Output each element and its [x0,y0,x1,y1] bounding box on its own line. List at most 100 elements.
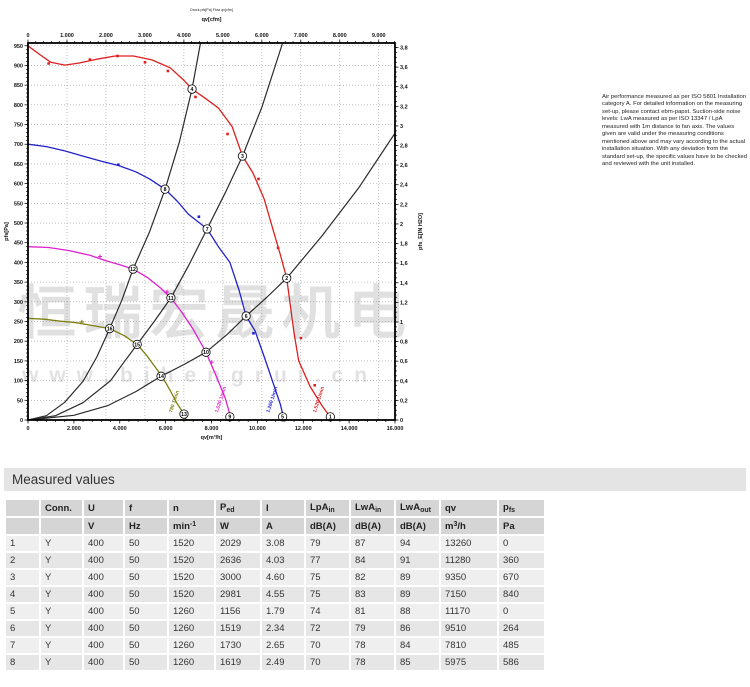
svg-text:14: 14 [158,374,164,380]
svg-text:700: 700 [14,142,23,148]
svg-text:7: 7 [206,227,209,233]
table-cell: 50 [125,638,167,653]
table-cell: 5975 [441,655,497,670]
table-header-cell: V [84,518,123,534]
table-cell: 78 [351,655,394,670]
table-cell: Y [41,604,82,619]
svg-text:1.260 1/min: 1.260 1/min [265,386,279,414]
table-cell: Y [41,638,82,653]
svg-text:4: 4 [191,87,194,93]
svg-text:5.000: 5.000 [216,33,230,39]
table-cell: 2.49 [262,655,304,670]
table-header-cell: LwAin [351,500,394,516]
svg-text:0,2: 0,2 [400,398,408,404]
table-row: 3 Y 400 50 1520 3000 4.60 75 82 89 9350 670 [6,570,544,585]
table-body: 1 Y 400 50 1520 2029 3.08 79 87 94 13260 0 2 Y 400 50 15… [6,536,544,670]
svg-text:900: 900 [14,63,23,69]
table-cell: 400 [84,638,123,653]
table-cell: 2981 [216,587,260,602]
table-cell: 1260 [169,621,214,636]
table-cell: 11170 [441,604,497,619]
table-cell: 3 [6,570,39,585]
table-cell: 1 [6,536,39,551]
table-header-cell: f [125,500,167,516]
system-curves [27,42,396,421]
svg-text:50: 50 [17,398,23,404]
table-cell: 1520 [169,536,214,551]
table-cell: 88 [396,604,439,619]
table-cell: 400 [84,621,123,636]
svg-text:600: 600 [14,182,23,188]
svg-text:1: 1 [329,415,332,421]
svg-text:qv[cfm]: qv[cfm] [202,17,222,23]
table-header-cell: U [84,500,123,516]
table-cell: 50 [125,587,167,602]
table-header-cell: min-1 [169,518,214,534]
table-header-cell: Pa [499,518,544,534]
table-cell: 50 [125,536,167,551]
svg-text:3,2: 3,2 [400,104,408,110]
measured-values-bar: Measured values [4,468,746,491]
table-cell: 400 [84,536,123,551]
svg-text:850: 850 [14,83,23,89]
svg-text:0: 0 [26,33,29,39]
measurement-note: Air performance measured as per ISO 5801… [602,94,748,167]
table-cell: 13260 [441,536,497,551]
table-cell: 91 [396,553,439,568]
svg-text:100: 100 [14,379,23,385]
table-cell: 400 [84,604,123,619]
svg-text:1.000: 1.000 [60,33,74,39]
svg-text:650: 650 [14,162,23,168]
table-cell: 485 [499,638,544,653]
svg-text:6.000: 6.000 [159,426,173,432]
svg-text:2,2: 2,2 [400,202,408,208]
svg-text:Druck pfs[Pa] Flow qv[cfm]: Druck pfs[Pa] Flow qv[cfm] [190,8,233,12]
table-cell: 79 [306,536,349,551]
svg-text:0,6: 0,6 [400,359,408,365]
table-cell: 1260 [169,655,214,670]
svg-text:6.000: 6.000 [255,33,269,39]
fan-curves [27,45,333,421]
svg-text:790 1/min: 790 1/min [168,390,181,414]
table-cell: 50 [125,655,167,670]
svg-text:8: 8 [164,187,167,193]
table-row: 4 Y 400 50 1520 2981 4.55 75 83 89 7150 840 [6,587,544,602]
table-header-cell: Ped [216,500,260,516]
table-cell: 400 [84,553,123,568]
table-cell: 50 [125,604,167,619]
table-header-cell: Conn. [41,500,82,516]
svg-text:0,4: 0,4 [400,379,409,385]
svg-text:10.000: 10.000 [249,426,266,432]
table-row: 8 Y 400 50 1260 1619 2.49 70 78 85 5975 586 [6,655,544,670]
svg-text:3: 3 [241,154,244,160]
table-header-cell [6,500,39,516]
svg-text:2: 2 [400,222,403,228]
table-cell: 70 [306,638,349,653]
svg-text:0: 0 [26,426,29,432]
table-header-cell: I [262,500,304,516]
table-cell: 84 [396,638,439,653]
table-cell: 1520 [169,553,214,568]
table-cell: 75 [306,587,349,602]
svg-text:3: 3 [400,124,403,130]
svg-text:0: 0 [400,418,403,424]
table-cell: 81 [351,604,394,619]
table-cell: 2.34 [262,621,304,636]
table-cell: Y [41,570,82,585]
table-cell: 4 [6,587,39,602]
table-cell: 360 [499,553,544,568]
table-cell: 3000 [216,570,260,585]
svg-text:16: 16 [107,327,113,333]
table-header-cell: dB(A) [396,518,439,534]
svg-text:0: 0 [20,418,23,424]
svg-text:800: 800 [14,103,23,109]
svg-text:750: 750 [14,123,23,129]
svg-text:450: 450 [14,241,23,247]
table-header-cell: pfs [499,500,544,516]
svg-text:3,4: 3,4 [400,85,409,91]
